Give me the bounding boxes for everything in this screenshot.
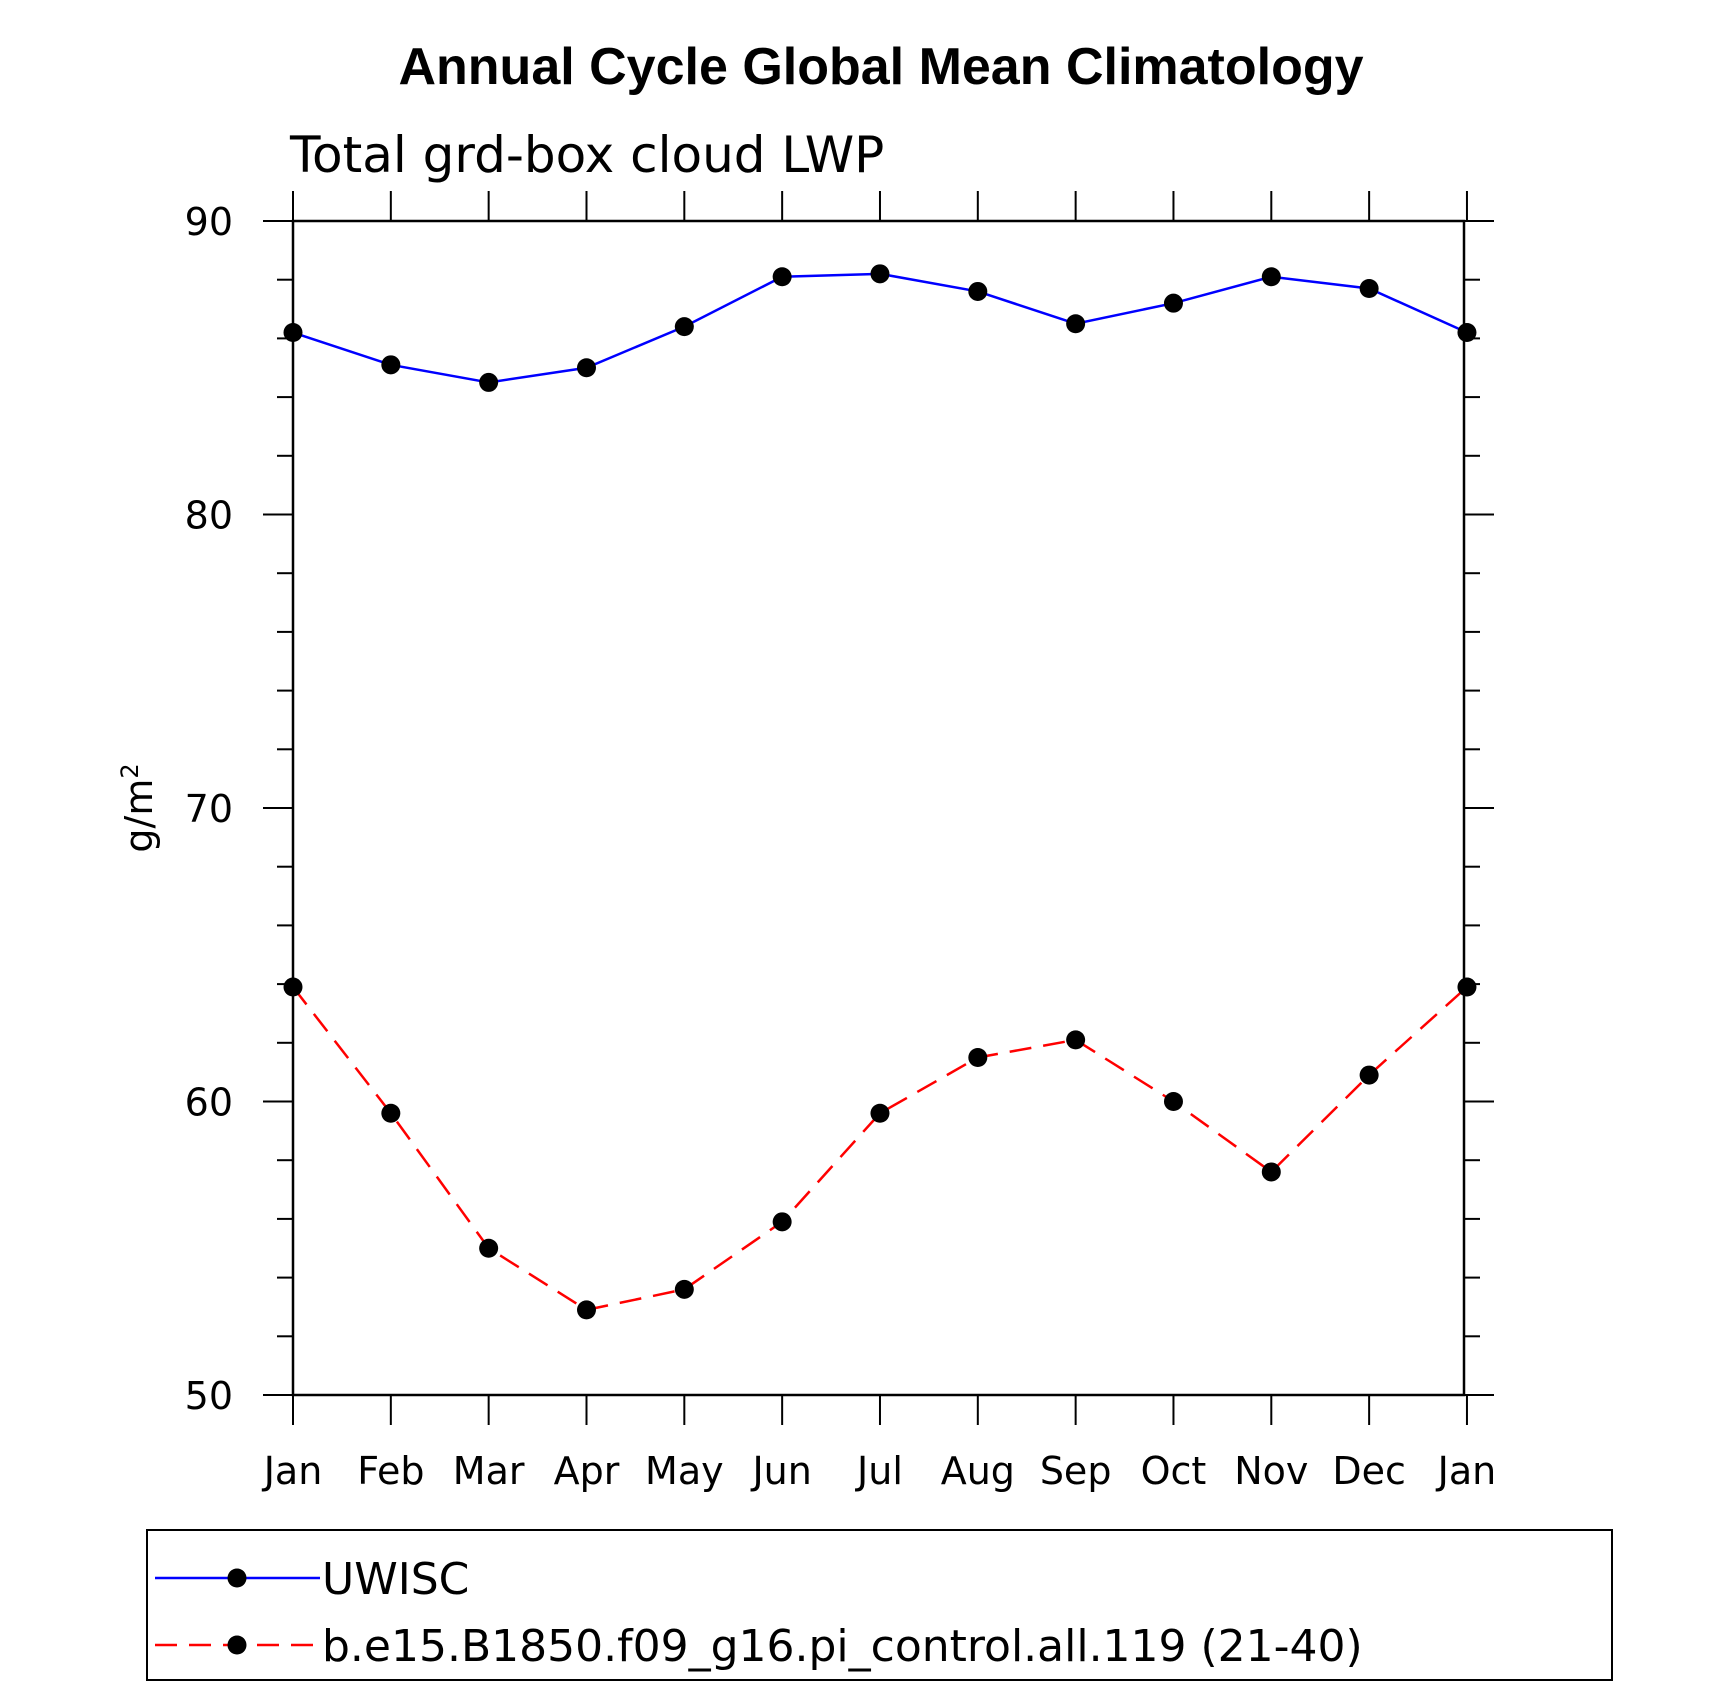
series-layer bbox=[283, 264, 1477, 1320]
y-axis-label: g/m2 bbox=[116, 763, 161, 852]
x-tick-label: Jan bbox=[1436, 1449, 1497, 1493]
y-tick-label: 90 bbox=[185, 200, 233, 244]
x-tick-label: Jul bbox=[855, 1449, 903, 1493]
y-tick-label: 50 bbox=[185, 1374, 233, 1418]
series-1-point bbox=[772, 267, 792, 287]
series-1-point bbox=[576, 358, 596, 378]
y-tick-label: 80 bbox=[185, 494, 233, 538]
series-2-point bbox=[381, 1103, 401, 1123]
x-tick-label: Dec bbox=[1332, 1449, 1406, 1493]
series-2-point bbox=[1066, 1030, 1086, 1050]
legend-label-1: UWISC bbox=[322, 1554, 469, 1605]
x-tick-label: Aug bbox=[941, 1449, 1015, 1493]
series-1-point bbox=[674, 317, 694, 337]
series-1-point bbox=[1457, 323, 1477, 343]
series-1-point bbox=[1163, 293, 1183, 313]
x-tick-label: Apr bbox=[554, 1449, 620, 1493]
x-tick-label: Feb bbox=[357, 1449, 424, 1493]
chart-title: Annual Cycle Global Mean Climatology bbox=[398, 38, 1363, 96]
series-2-point bbox=[1457, 977, 1477, 997]
series-2-point bbox=[479, 1238, 499, 1258]
x-tick-label: Oct bbox=[1141, 1449, 1207, 1493]
x-tick-label: Sep bbox=[1040, 1449, 1112, 1493]
series-2-point bbox=[1261, 1162, 1281, 1182]
x-tick-label: Jun bbox=[750, 1449, 811, 1493]
series-line-2 bbox=[292, 986, 1468, 1312]
series-2-point bbox=[1359, 1065, 1379, 1085]
chart-subtitle: Total grd-box cloud LWP bbox=[289, 126, 884, 184]
y-axis: 50 60 70 80 90 bbox=[185, 200, 1494, 1418]
series-1-point bbox=[1261, 267, 1281, 287]
series-1-point bbox=[968, 281, 988, 301]
series-2-point bbox=[576, 1300, 596, 1320]
legend-label-2: b.e15.B1850.f09_g16.pi_control.all.119 (… bbox=[322, 1621, 1363, 1672]
series-1-point bbox=[1359, 279, 1379, 299]
x-tick-label: Jan bbox=[262, 1449, 323, 1493]
y-tick-label: 70 bbox=[185, 787, 233, 831]
series-1-point bbox=[870, 264, 890, 284]
series-1-point bbox=[479, 372, 499, 392]
series-2-point bbox=[674, 1279, 694, 1299]
series-2-point bbox=[1163, 1092, 1183, 1111]
series-2-point bbox=[283, 977, 303, 997]
x-tick-label: Mar bbox=[453, 1449, 525, 1493]
y-tick-label: 60 bbox=[185, 1081, 233, 1125]
series-line-1 bbox=[292, 272, 1468, 384]
x-axis: Jan Feb Mar Apr May Jun Jul Aug Sep Oct Nov Dec Jan bbox=[262, 191, 1497, 1493]
y-axis-label-superscript: 2 bbox=[116, 763, 144, 778]
series-2-point bbox=[772, 1212, 792, 1232]
series-2-point bbox=[968, 1047, 988, 1067]
x-tick-label: Nov bbox=[1234, 1449, 1308, 1493]
x-tick-label: May bbox=[645, 1449, 724, 1493]
series-1-point bbox=[381, 355, 401, 375]
series-1-point bbox=[283, 323, 303, 343]
legend-box bbox=[146, 1529, 1613, 1681]
series-1-point bbox=[1066, 314, 1086, 334]
legend-marker-1 bbox=[227, 1568, 247, 1588]
legend-marker-2 bbox=[227, 1635, 247, 1655]
series-2-point bbox=[870, 1103, 890, 1123]
legend: UWISC b.e15.B1850.f09_g16.pi_control.all.… bbox=[155, 1554, 1363, 1672]
